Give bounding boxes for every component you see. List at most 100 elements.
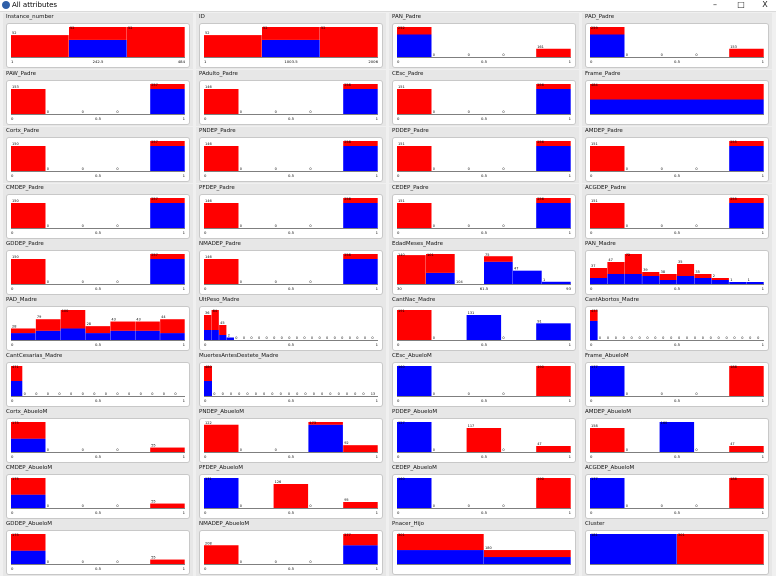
bar-segment-blue bbox=[590, 99, 764, 114]
bar-segment-red bbox=[397, 89, 432, 114]
histogram-box: 259 0 0 0 153 0 0.5 1 bbox=[585, 23, 769, 68]
bar-segment-red bbox=[536, 198, 571, 203]
histogram-panel-cantabortos-madre: CantAbortos_Madre 433 0 0 0 0 0 0 0 0 0 0 0 0 0 0 0 0 0 0 0 0… bbox=[582, 296, 772, 352]
histogram-box: 127 0 117 0 47 0 0.5 1 bbox=[392, 418, 576, 463]
x-axis-tick-label: 0.5 bbox=[95, 398, 102, 403]
bin-count-label: 177 bbox=[591, 365, 598, 369]
x-axis-tick-label: 0 bbox=[590, 173, 593, 178]
histogram-box: 151 0 0 0 255 0 0.5 1 bbox=[585, 194, 769, 239]
bin-count-label: 0 bbox=[607, 336, 609, 340]
bin-count-label: 2 bbox=[228, 334, 230, 338]
bar-segment-red bbox=[11, 534, 46, 551]
attribute-name-label: PAW_Padre bbox=[6, 71, 37, 77]
bar-segment-blue bbox=[397, 366, 432, 396]
bin-count-label: 0 bbox=[502, 110, 504, 114]
bar-segment-red bbox=[642, 272, 660, 276]
x-axis-tick-label: 0 bbox=[11, 510, 14, 515]
bar-segment-blue bbox=[659, 422, 695, 452]
histogram-svg: 122 0 0 173 92 0 0.5 1 bbox=[204, 421, 379, 459]
bin-count-label: 0 bbox=[695, 167, 697, 171]
close-button[interactable]: X bbox=[762, 0, 768, 9]
bar-segment-blue bbox=[536, 323, 571, 340]
x-axis-tick-label: 0 bbox=[204, 286, 207, 291]
bin-count-label: 188 bbox=[730, 477, 737, 481]
bin-count-label: 35 bbox=[695, 270, 699, 274]
bar-segment-red bbox=[590, 268, 608, 278]
bar-segment-red bbox=[204, 545, 239, 564]
bar-segment-blue bbox=[536, 203, 571, 228]
bar-segment-blue bbox=[343, 259, 378, 284]
x-axis-tick-label: 1 bbox=[376, 230, 379, 235]
bar-segment-blue bbox=[397, 422, 432, 452]
bar-segment-blue bbox=[343, 146, 378, 171]
bar-segment-red bbox=[150, 447, 185, 452]
bin-count-label: 0 bbox=[140, 392, 142, 396]
bar-segment-red bbox=[397, 534, 484, 551]
attribute-name-label: Cortx_Padre bbox=[6, 128, 40, 134]
x-axis-tick-label: 1 bbox=[762, 286, 765, 291]
bar-segment-red bbox=[150, 503, 185, 508]
x-axis-tick-label: 0.5 bbox=[95, 566, 102, 571]
bin-count-label: 91 bbox=[537, 319, 541, 323]
bin-count-label: 151 bbox=[591, 142, 598, 146]
attribute-name-label: PNDEP_AbueloM bbox=[199, 409, 244, 415]
bar-segment-red bbox=[536, 478, 571, 508]
bin-count-label: 0 bbox=[255, 392, 257, 396]
bin-count-label: 0 bbox=[275, 167, 277, 171]
bin-count-label: 0 bbox=[275, 560, 277, 564]
bin-count-label: 0 bbox=[468, 110, 470, 114]
bar-segment-blue bbox=[426, 272, 455, 284]
attribute-name-label: Pnacer_Hijo bbox=[392, 521, 425, 527]
bar-segment-blue bbox=[226, 337, 234, 340]
x-axis-tick-label: 0.5 bbox=[674, 286, 681, 291]
bin-count-label: 0 bbox=[275, 224, 277, 228]
x-axis-tick-label: 0 bbox=[11, 173, 14, 178]
minimize-button[interactable]: – bbox=[713, 0, 717, 9]
bin-count-label: 146 bbox=[205, 199, 212, 203]
bin-count-label: 0 bbox=[309, 110, 311, 114]
bin-count-label: 0 bbox=[24, 392, 26, 396]
bin-count-label: 0 bbox=[163, 392, 165, 396]
maximize-button[interactable]: □ bbox=[737, 0, 745, 9]
bin-count-label: 0 bbox=[654, 336, 656, 340]
bin-count-label: 0 bbox=[238, 392, 240, 396]
x-axis-tick-label: 1 bbox=[183, 116, 186, 121]
bin-count-label: 0 bbox=[502, 392, 504, 396]
bin-count-label: 0 bbox=[599, 336, 601, 340]
bar-segment-red bbox=[590, 27, 625, 35]
bar-segment-blue bbox=[69, 39, 127, 57]
x-axis-tick-label: 0 bbox=[590, 510, 593, 515]
histogram-box: 301 180 bbox=[392, 530, 576, 575]
attribute-name-label: CEsc_Padre bbox=[392, 71, 424, 77]
histogram-svg: 208 0 0 0 277 0 0.5 1 bbox=[204, 533, 379, 571]
bar-segment-blue bbox=[590, 366, 625, 396]
bin-count-label: 0 bbox=[433, 224, 435, 228]
bar-segment-red bbox=[677, 264, 695, 276]
histogram-svg: 151 0 0 0 256 0 0.5 1 bbox=[397, 83, 572, 121]
histogram-panel-padulto-padre: PAdulto_Padre 146 0 0 0 258 0 0.5 1 bbox=[196, 70, 386, 126]
bin-count-label: 0 bbox=[638, 336, 640, 340]
histogram-svg: 150 0 0 0 257 0 0.5 1 bbox=[11, 140, 186, 178]
bin-count-label: 146 bbox=[205, 142, 212, 146]
histogram-panel-gddep-abuelom: GDDEP_AbueloM 175 0 0 0 55 0 0.5 1 bbox=[3, 520, 193, 576]
histogram-svg: 252 0 0 0 161 0 0.5 1 bbox=[397, 26, 572, 64]
x-axis-tick-label: 1 bbox=[183, 454, 186, 459]
x-axis-tick-label: 0.5 bbox=[95, 510, 102, 515]
x-axis-tick-label: 0.5 bbox=[95, 454, 102, 459]
bin-count-label: 191 bbox=[398, 309, 405, 313]
x-axis-tick-label: 0.5 bbox=[481, 230, 488, 235]
x-axis-tick-label: 0.5 bbox=[95, 116, 102, 121]
bar-segment-blue bbox=[204, 381, 212, 396]
x-axis-tick-label: 0 bbox=[204, 116, 207, 121]
bin-count-label: 257 bbox=[151, 83, 158, 87]
attribute-name-label: PNDEP_Padre bbox=[199, 128, 236, 134]
bin-count-label: 1 bbox=[748, 278, 750, 282]
bin-count-label: 0 bbox=[710, 336, 712, 340]
bin-count-label: 13 bbox=[371, 392, 375, 396]
histogram-svg: 158 0 160 0 47 0 0.5 1 bbox=[590, 421, 765, 459]
bin-count-label: 104 bbox=[456, 280, 463, 284]
bin-count-label: 151 bbox=[398, 199, 405, 203]
bin-count-label: 28 bbox=[12, 324, 16, 328]
x-axis-tick-label: 1 bbox=[376, 173, 379, 178]
histogram-box: 52 52 52 1 242.5 484 bbox=[6, 23, 190, 68]
